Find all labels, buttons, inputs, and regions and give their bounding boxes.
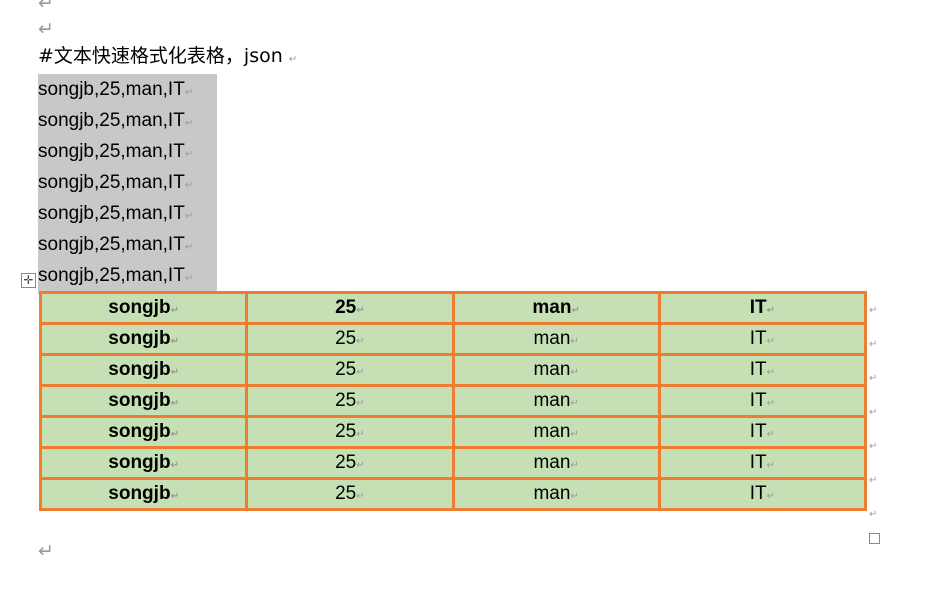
table-cell[interactable]: songjb↵ bbox=[38, 477, 249, 511]
table-row: songjb↵ 25↵ man↵ IT↵ bbox=[38, 446, 868, 480]
text-line[interactable]: songjb,25,man,IT↵ bbox=[38, 260, 217, 294]
table-cell[interactable]: songjb↵ bbox=[38, 446, 249, 480]
row-end-mark: ↵ bbox=[869, 305, 878, 316]
table-cell[interactable]: man↵ bbox=[451, 415, 661, 449]
paragraph-mark: ↵ bbox=[38, 0, 54, 14]
text-line[interactable]: songjb,25,man,IT↵ bbox=[38, 105, 217, 139]
table-cell[interactable]: 25↵ bbox=[245, 353, 455, 387]
paragraph-mark: ↵ bbox=[38, 19, 54, 40]
table-cell[interactable]: IT↵ bbox=[657, 446, 868, 480]
row-end-mark: ↵ bbox=[869, 441, 878, 452]
table-cell[interactable]: songjb↵ bbox=[38, 353, 249, 387]
heading-text: #文本快速格式化表格，json bbox=[38, 45, 283, 67]
row-end-mark: ↵ bbox=[869, 339, 878, 350]
text-line-content: songjb,25,man,IT↵ bbox=[38, 260, 217, 294]
table-cell[interactable]: 25↵ bbox=[245, 415, 455, 449]
table-cell[interactable]: 25↵ bbox=[245, 322, 455, 356]
resize-icon[interactable] bbox=[869, 533, 880, 544]
heading-paragraph[interactable]: #文本快速格式化表格，json ↵ bbox=[38, 41, 297, 75]
row-end-mark: ↵ bbox=[869, 407, 878, 418]
highlighted-text-lines[interactable]: songjb,25,man,IT↵ songjb,25,man,IT↵ songjb… bbox=[38, 74, 217, 294]
row-end-mark: ↵ bbox=[869, 373, 878, 384]
paragraph-mark: ↵ bbox=[288, 54, 298, 65]
table-cell[interactable]: IT↵ bbox=[657, 322, 868, 356]
table-cell[interactable]: songjb↵ bbox=[38, 322, 249, 356]
table-row: songjb↵ 25↵ man↵ IT↵ bbox=[38, 291, 868, 325]
table-cell[interactable]: man↵ bbox=[451, 477, 661, 511]
table-cell[interactable]: 25↵ bbox=[245, 446, 455, 480]
text-line-content: songjb,25,man,IT↵ bbox=[38, 167, 217, 201]
table-row: songjb↵ 25↵ man↵ IT↵ bbox=[38, 322, 868, 356]
table-row: songjb↵ 25↵ man↵ IT↵ bbox=[38, 353, 868, 387]
table-cell[interactable]: man↵ bbox=[451, 353, 661, 387]
table-cell[interactable]: IT↵ bbox=[657, 291, 868, 325]
table-cell[interactable]: IT↵ bbox=[657, 477, 868, 511]
text-line[interactable]: songjb,25,man,IT↵ bbox=[38, 74, 217, 108]
table-cell[interactable]: 25↵ bbox=[245, 291, 455, 325]
text-line[interactable]: songjb,25,man,IT↵ bbox=[38, 198, 217, 232]
table-row: songjb↵ 25↵ man↵ IT↵ bbox=[38, 384, 868, 418]
table-cell[interactable]: 25↵ bbox=[245, 477, 455, 511]
row-end-mark: ↵ bbox=[869, 509, 878, 520]
table-row: songjb↵ 25↵ man↵ IT↵ bbox=[38, 415, 868, 449]
text-line[interactable]: songjb,25,man,IT↵ bbox=[38, 136, 217, 170]
table-cell[interactable]: songjb↵ bbox=[38, 384, 249, 418]
table-cell[interactable]: IT↵ bbox=[657, 415, 868, 449]
text-line-content: songjb,25,man,IT↵ bbox=[38, 105, 217, 139]
table-cell[interactable]: IT↵ bbox=[657, 353, 868, 387]
table-cell[interactable]: man↵ bbox=[451, 322, 661, 356]
table-cell[interactable]: songjb↵ bbox=[38, 415, 249, 449]
table-cell[interactable]: songjb↵ bbox=[38, 291, 249, 325]
table-cell[interactable]: man↵ bbox=[451, 446, 661, 480]
paragraph-mark: ↵ bbox=[38, 541, 54, 562]
row-end-mark: ↵ bbox=[869, 475, 878, 486]
text-line[interactable]: songjb,25,man,IT↵ bbox=[38, 229, 217, 263]
table-cell[interactable]: man↵ bbox=[451, 384, 661, 418]
text-line-content: songjb,25,man,IT↵ bbox=[38, 74, 217, 108]
table-cell[interactable]: IT↵ bbox=[657, 384, 868, 418]
text-line-content: songjb,25,man,IT↵ bbox=[38, 229, 217, 263]
text-line[interactable]: songjb,25,man,IT↵ bbox=[38, 167, 217, 201]
table-cell[interactable]: man↵ bbox=[451, 291, 661, 325]
table-row: songjb↵ 25↵ man↵ IT↵ bbox=[38, 477, 868, 511]
text-line-content: songjb,25,man,IT↵ bbox=[38, 136, 217, 170]
text-line-content: songjb,25,man,IT↵ bbox=[38, 198, 217, 232]
table-cell[interactable]: 25↵ bbox=[245, 384, 455, 418]
data-table[interactable]: songjb↵ 25↵ man↵ IT↵ songjb↵ 25↵ man↵ IT↵ songjb… bbox=[38, 291, 868, 511]
move-icon[interactable]: ✛ bbox=[21, 273, 36, 288]
